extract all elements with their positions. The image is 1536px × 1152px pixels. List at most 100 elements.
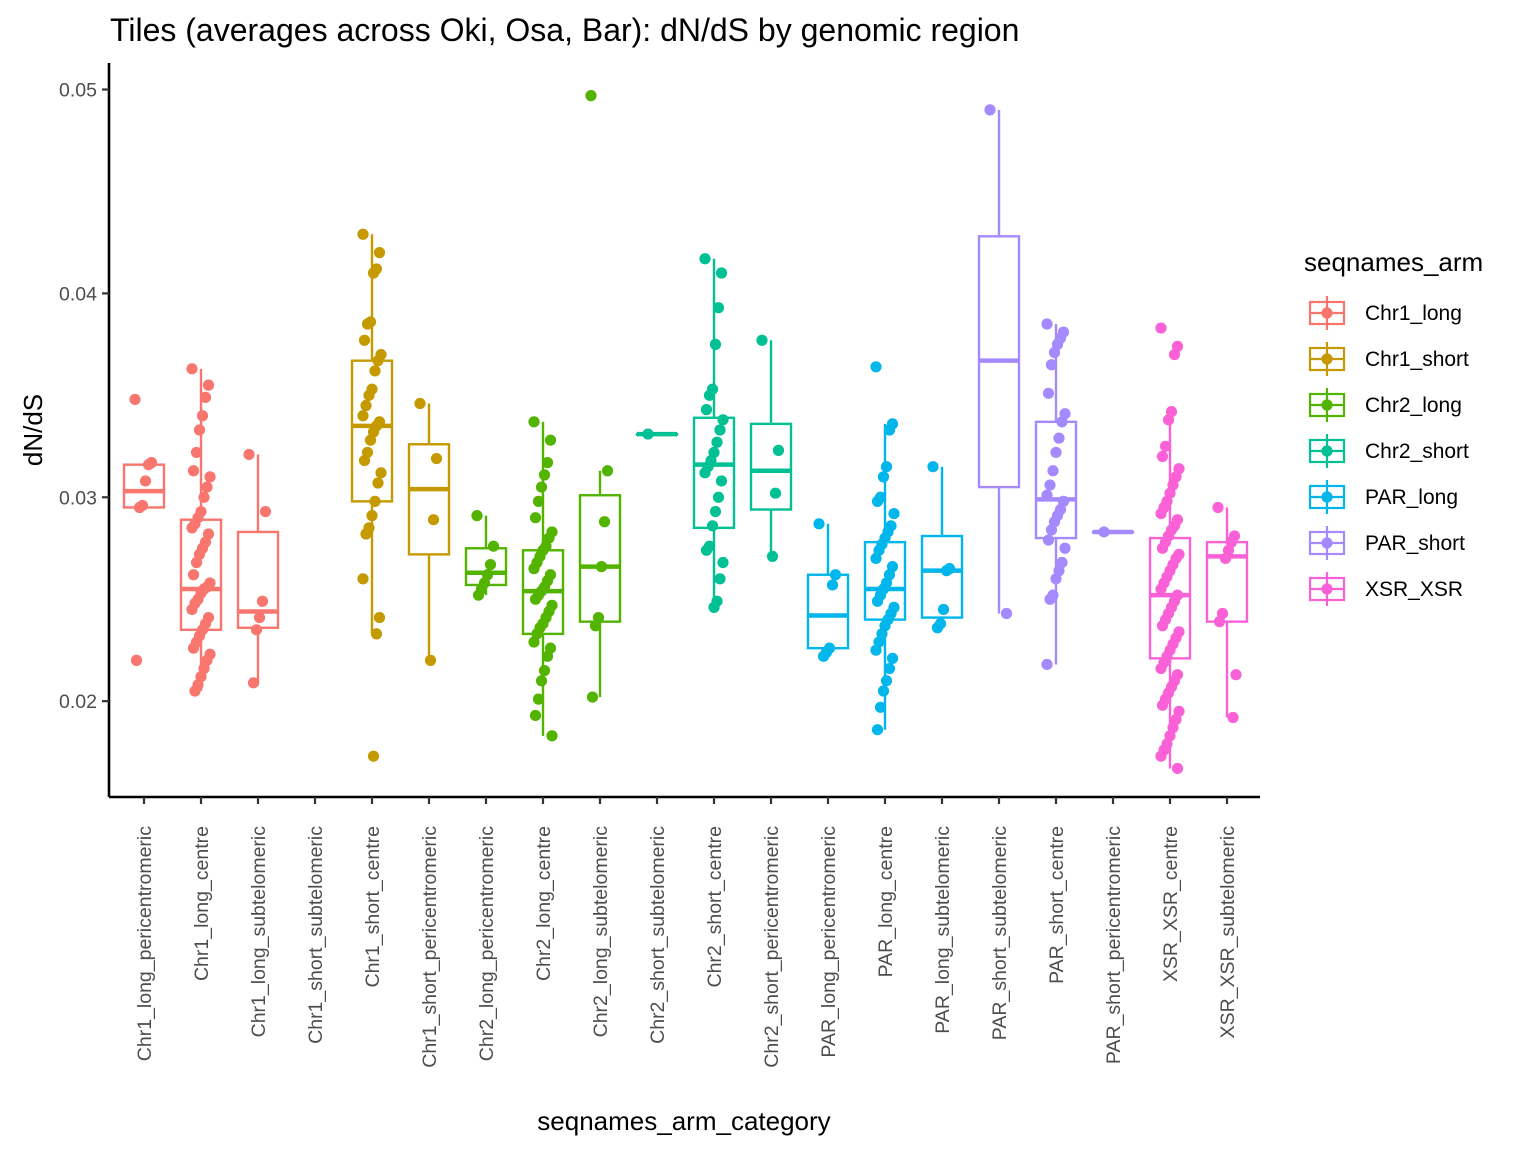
data-point bbox=[357, 410, 369, 422]
data-point bbox=[700, 544, 713, 556]
y-tick-label: 0.05 bbox=[59, 80, 97, 102]
box-iqr bbox=[749, 422, 793, 511]
data-point bbox=[1230, 669, 1242, 681]
data-point bbox=[1047, 465, 1059, 477]
x-axis-ticks: Chr1_long_pericentromeric Chr1_long_centr… bbox=[134, 797, 1239, 1068]
x-tick-label-xsr-xsr-subtelomeric: XSR_XSR_subtelomeric bbox=[1217, 826, 1239, 1039]
data-point bbox=[529, 512, 542, 524]
data-point bbox=[544, 434, 557, 446]
data-point bbox=[585, 90, 597, 102]
data-point bbox=[546, 730, 558, 742]
data-point bbox=[357, 573, 369, 585]
data-point bbox=[243, 448, 255, 461]
data-point bbox=[364, 434, 377, 446]
category-par-long-pericentromeric bbox=[806, 518, 850, 662]
data-point bbox=[886, 652, 899, 664]
data-point bbox=[369, 365, 381, 377]
category-chr1-long-centre bbox=[179, 363, 223, 697]
data-point bbox=[363, 389, 375, 401]
data-point bbox=[187, 465, 200, 477]
data-point bbox=[187, 569, 200, 581]
data-point bbox=[756, 334, 768, 346]
data-point bbox=[817, 650, 830, 662]
data-point bbox=[883, 662, 896, 675]
x-tick-label-chr1-short-pericentromeric: Chr1_short_pericentromeric bbox=[419, 826, 441, 1068]
legend-item-par-long: PAR_long bbox=[1308, 480, 1458, 514]
legend-label: PAR_short bbox=[1365, 532, 1465, 555]
data-point bbox=[877, 471, 890, 483]
legend-key-point bbox=[1321, 353, 1333, 365]
category-chr2-long-centre bbox=[521, 416, 565, 742]
data-point bbox=[1171, 762, 1184, 775]
data-point bbox=[699, 467, 711, 479]
data-point bbox=[715, 475, 728, 487]
data-point bbox=[370, 628, 383, 640]
x-tick-label-chr1-long-subtelomeric: Chr1_long_subtelomeric bbox=[248, 826, 270, 1038]
data-point bbox=[1155, 750, 1167, 762]
data-point bbox=[430, 452, 443, 465]
category-xsr-xsr-centre bbox=[1148, 322, 1192, 775]
data-point bbox=[1042, 534, 1055, 546]
x-tick-label-chr1-long-pericentromeric: Chr1_long_pericentromeric bbox=[134, 826, 156, 1061]
data-point bbox=[714, 573, 726, 585]
data-point bbox=[700, 404, 713, 416]
legend-item-chr2-short: Chr2_short bbox=[1308, 434, 1469, 468]
data-point bbox=[870, 644, 882, 656]
data-point bbox=[196, 410, 209, 422]
data-point bbox=[190, 556, 203, 569]
y-axis-ticks: 0.02 0.03 0.04 0.05 bbox=[59, 80, 109, 713]
data-point bbox=[541, 650, 554, 662]
data-point bbox=[1053, 432, 1065, 444]
data-point bbox=[529, 709, 542, 722]
data-point bbox=[706, 520, 719, 532]
category-chr1-short-centre bbox=[350, 228, 394, 762]
legend-item-par-short: PAR_short bbox=[1308, 526, 1465, 560]
data-point bbox=[133, 501, 146, 514]
data-point bbox=[256, 595, 269, 607]
data-point bbox=[1156, 699, 1169, 711]
data-point bbox=[1156, 542, 1169, 554]
data-point bbox=[1048, 346, 1061, 359]
data-point bbox=[699, 253, 711, 265]
category-par-short-subtelomeric bbox=[977, 104, 1021, 620]
legend-key-point bbox=[1321, 399, 1333, 411]
data-point bbox=[538, 664, 551, 677]
data-point bbox=[931, 622, 944, 634]
legend-label: Chr2_long bbox=[1365, 394, 1462, 417]
legend-item-chr1-long: Chr1_long bbox=[1308, 296, 1462, 330]
category-chr2-long-subtelomeric bbox=[578, 90, 622, 703]
data-point bbox=[1155, 583, 1167, 595]
data-point bbox=[711, 436, 723, 448]
box-iqr bbox=[920, 534, 964, 619]
data-point bbox=[709, 505, 722, 518]
data-point bbox=[186, 603, 198, 616]
legend-item-xsr-xsr: XSR_XSR bbox=[1308, 572, 1463, 606]
data-point bbox=[1227, 711, 1239, 724]
data-point bbox=[1044, 479, 1056, 491]
data-point bbox=[366, 510, 378, 522]
legend-label: Chr1_short bbox=[1365, 348, 1469, 371]
data-point bbox=[367, 750, 380, 762]
data-point bbox=[586, 691, 599, 703]
data-point bbox=[1168, 348, 1181, 361]
data-point bbox=[201, 481, 213, 493]
data-point bbox=[1212, 501, 1224, 514]
data-point bbox=[373, 611, 386, 624]
x-tick-label-par-long-subtelomeric: PAR_long_subtelomeric bbox=[932, 826, 954, 1034]
data-point bbox=[190, 446, 203, 459]
data-point bbox=[199, 391, 212, 403]
data-point bbox=[601, 465, 614, 477]
data-point bbox=[1155, 322, 1167, 334]
data-point bbox=[357, 228, 369, 240]
legend: seqnames_arm Chr1_long Chr1_short Chr2_lon… bbox=[1304, 247, 1483, 606]
data-point bbox=[372, 355, 384, 367]
chart-title: Tiles (averages across Oki, Osa, Bar): d… bbox=[110, 12, 1019, 48]
category-par-long-subtelomeric bbox=[920, 461, 964, 634]
category-chr2-short-pericentromeric bbox=[749, 334, 793, 563]
data-point bbox=[193, 424, 206, 436]
data-point bbox=[532, 693, 545, 705]
data-point bbox=[142, 459, 155, 471]
data-point bbox=[129, 393, 141, 406]
category-chr1-long-subtelomeric bbox=[236, 448, 280, 689]
